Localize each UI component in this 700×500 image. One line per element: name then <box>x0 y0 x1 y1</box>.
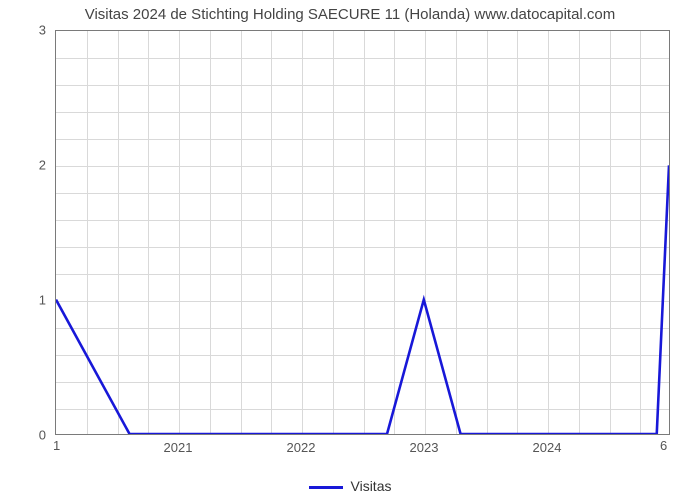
y-tick-label: 0 <box>6 428 46 443</box>
x-tick-label: 2024 <box>533 440 562 455</box>
x-corner-left: 1 <box>53 438 60 453</box>
x-tick-label: 2022 <box>287 440 316 455</box>
chart-container: Visitas 2024 de Stichting Holding SAECUR… <box>0 0 700 500</box>
y-tick-label: 1 <box>6 293 46 308</box>
x-tick-label: 2021 <box>164 440 193 455</box>
legend-label: Visitas <box>351 478 392 494</box>
x-tick-label: 2023 <box>410 440 439 455</box>
legend: Visitas <box>0 478 700 494</box>
y-tick-label: 3 <box>6 23 46 38</box>
line-series <box>56 31 669 434</box>
y-tick-label: 2 <box>6 158 46 173</box>
plot-area <box>55 30 670 435</box>
legend-swatch <box>309 486 343 489</box>
chart-title: Visitas 2024 de Stichting Holding SAECUR… <box>0 6 700 23</box>
x-corner-right: 6 <box>660 438 667 453</box>
